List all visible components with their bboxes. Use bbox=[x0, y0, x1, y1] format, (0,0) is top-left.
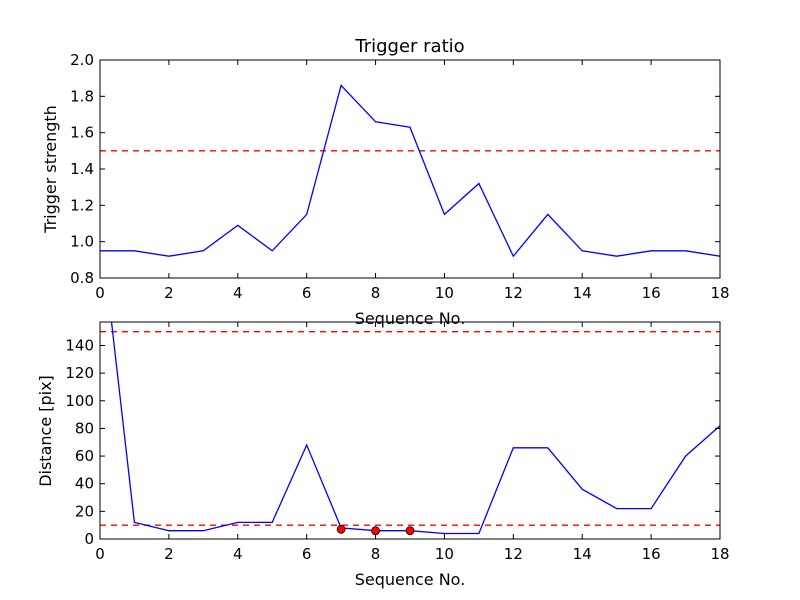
x-tick-label: 6 bbox=[302, 545, 312, 563]
x-tick-label: 16 bbox=[642, 284, 661, 302]
highlight-marker bbox=[405, 526, 415, 536]
y-tick-label: 0 bbox=[84, 530, 94, 548]
x-tick-label: 12 bbox=[504, 284, 523, 302]
x-tick-label: 14 bbox=[573, 545, 592, 563]
x-axis-label: Sequence No. bbox=[355, 309, 466, 328]
y-tick-label: 120 bbox=[65, 364, 94, 382]
x-tick-label: 0 bbox=[95, 284, 105, 302]
distance-panel: Sequence No. Distance [pix] 0 2 4 6 8 10 12 14 1… bbox=[36, 321, 730, 589]
y-axis-label: Distance [pix] bbox=[36, 375, 55, 487]
plot-area bbox=[100, 322, 720, 535]
axes-frame bbox=[99, 59, 721, 279]
x-tick-label: 4 bbox=[233, 545, 243, 563]
x-tick-label: 6 bbox=[302, 284, 312, 302]
x-tick-label: 4 bbox=[233, 284, 243, 302]
x-tick-label: 18 bbox=[710, 284, 729, 302]
y-tick-label: 1.4 bbox=[70, 160, 94, 178]
x-tick-label: 0 bbox=[95, 545, 105, 563]
trigger-ratio-panel: Trigger ratio Sequence No. Trigger stren… bbox=[41, 36, 730, 328]
x-tick-label: 10 bbox=[435, 545, 454, 563]
x-tick-label: 14 bbox=[573, 284, 592, 302]
x-tick-label: 2 bbox=[164, 284, 174, 302]
x-tick-label: 8 bbox=[371, 284, 381, 302]
chart-title: Trigger ratio bbox=[354, 36, 464, 57]
plot-area bbox=[100, 84, 720, 258]
x-tick-label: 12 bbox=[504, 545, 523, 563]
y-tick-label: 20 bbox=[75, 502, 94, 520]
y-tick-label: 0.8 bbox=[70, 269, 94, 287]
y-tick-label: 1.0 bbox=[70, 233, 94, 251]
series-line bbox=[110, 322, 720, 535]
highlight-marker bbox=[336, 524, 346, 534]
y-axis-label: Trigger strength bbox=[41, 105, 60, 234]
y-tick-label: 60 bbox=[75, 447, 94, 465]
x-axis-label: Sequence No. bbox=[355, 570, 466, 589]
x-tick-label: 18 bbox=[710, 545, 729, 563]
y-tick-label: 140 bbox=[65, 336, 94, 354]
y-tick-label: 80 bbox=[75, 419, 94, 437]
axes-frame bbox=[99, 321, 721, 540]
y-tick-label: 1.8 bbox=[70, 87, 94, 105]
series-line bbox=[100, 84, 720, 258]
y-tick-label: 100 bbox=[65, 392, 94, 410]
y-tick-label: 1.2 bbox=[70, 196, 94, 214]
y-tick-label: 2.0 bbox=[70, 51, 94, 69]
x-tick-label: 2 bbox=[164, 545, 174, 563]
highlight-marker bbox=[371, 526, 380, 536]
x-tick-label: 8 bbox=[371, 545, 381, 563]
y-tick-label: 40 bbox=[75, 475, 94, 493]
x-tick-label: 10 bbox=[435, 284, 454, 302]
y-tick-label: 1.6 bbox=[70, 124, 94, 142]
x-tick-label: 16 bbox=[642, 545, 661, 563]
